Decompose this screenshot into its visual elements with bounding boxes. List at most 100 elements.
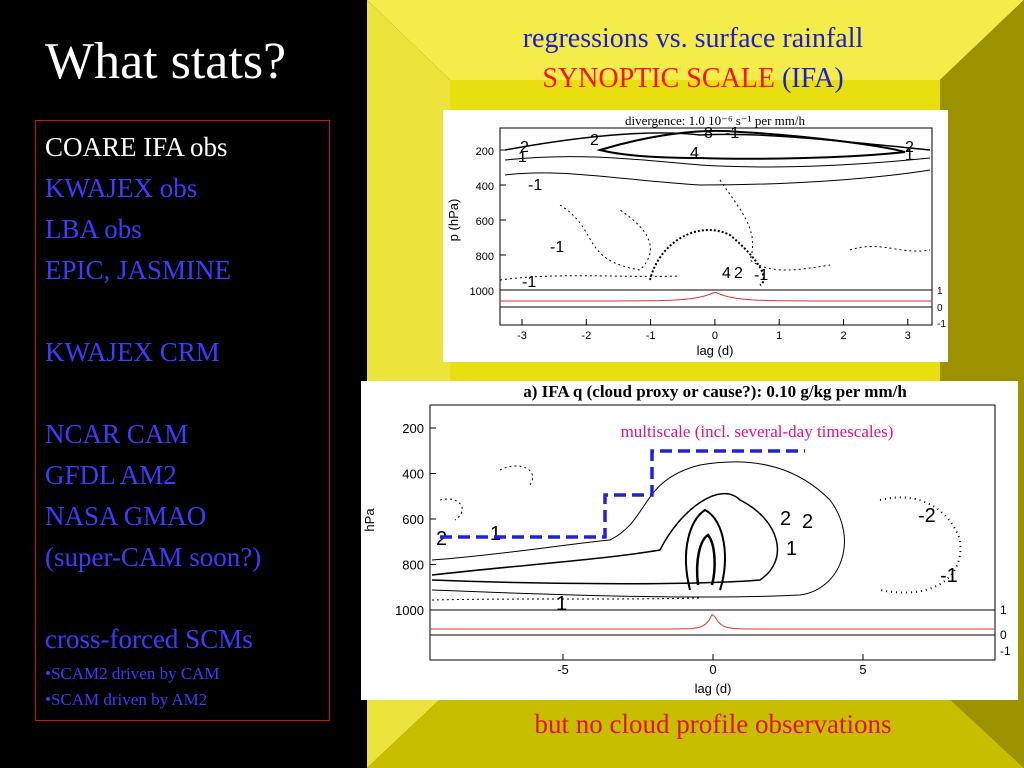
contour-label: 2 — [780, 508, 791, 530]
heading-red: SYNOPTIC SCALE — [542, 63, 775, 94]
contour — [499, 275, 681, 281]
figure-1 — [443, 110, 948, 362]
plot-frame — [499, 127, 933, 326]
figure-1-plot: divergence: 1.0 10⁻⁶ s⁻¹ per mm/h lag (d)… — [446, 113, 946, 358]
contour — [596, 129, 906, 160]
right-tick-label: 1 — [1000, 603, 1007, 617]
list-item: NASA GMAO — [45, 501, 206, 531]
heading-blue: (IFA) — [782, 63, 844, 94]
slide-title: What stats? — [45, 33, 286, 90]
list-item: GFDL AM2 — [45, 460, 177, 490]
x-tick-label: -2 — [581, 330, 591, 342]
y-axis-label: p (hPa) — [446, 199, 461, 242]
x-axis-label: lag (d) — [697, 343, 734, 358]
contour-label: -1 — [522, 274, 536, 291]
rainfall-curve — [500, 291, 932, 302]
x-tick-label: 2 — [840, 330, 846, 342]
list-box — [35, 120, 330, 721]
contour — [431, 461, 845, 598]
y-tick-label: 400 — [402, 467, 424, 482]
contour-label: 2 — [734, 265, 743, 282]
contour — [684, 508, 726, 591]
contour-label: 2 — [905, 139, 914, 156]
y-tick-label: 800 — [402, 558, 424, 573]
contour-label: 8 — [704, 125, 713, 142]
contour-label: 1 — [786, 538, 797, 560]
contour — [695, 533, 716, 586]
y-tick-label: 600 — [476, 216, 494, 228]
contour — [504, 156, 931, 168]
bevel-top — [367, 0, 1024, 80]
contour-label: 2 — [436, 528, 447, 550]
y-tick-label: 800 — [476, 251, 494, 263]
y-tick-label: 1000 — [395, 603, 424, 618]
contour-label: 4 — [690, 145, 699, 162]
y-axis-label: hPa — [362, 508, 377, 532]
list-item: (super-CAM soon?) — [45, 542, 261, 572]
highlight-outline — [440, 449, 805, 539]
y-tick-label: 600 — [402, 512, 424, 527]
list-item: •SCAM driven by AM2 — [45, 690, 207, 709]
x-tick-label: 1 — [776, 330, 782, 342]
rainfall-curve — [430, 613, 994, 630]
contour-label: -1 — [940, 565, 958, 587]
list-item: KWAJEX CRM — [45, 337, 220, 367]
contour — [649, 229, 765, 286]
list-item: NCAR CAM — [45, 419, 188, 449]
heading: regressions vs. surface rainfall — [523, 23, 864, 54]
x-tick-label: -1 — [646, 330, 656, 342]
x-tick-label: -5 — [557, 662, 569, 677]
x-tick-label: 5 — [859, 662, 866, 677]
contour — [559, 204, 651, 271]
list-item: •SCAM2 driven by CAM — [45, 664, 220, 683]
list-item: EPIC, JASMINE — [45, 255, 231, 285]
contour — [504, 169, 931, 186]
y-tick-label: 200 — [476, 146, 494, 158]
contour-label: -1 — [550, 239, 564, 256]
x-axis-label: lag (d) — [695, 681, 732, 696]
contour — [849, 246, 931, 252]
contour-label: 1 — [518, 149, 527, 166]
x-tick-label: 0 — [709, 662, 716, 677]
right-tick-label: 1 — [937, 286, 943, 297]
contour — [719, 179, 831, 271]
contour-label: 2 — [520, 139, 529, 156]
contour-label: 4 — [722, 265, 731, 282]
y-tick-label: 400 — [476, 181, 494, 193]
contour-label: 2 — [590, 132, 599, 149]
list: COARE IFA obs KWAJEX obs LBA obs EPIC, J… — [45, 132, 261, 709]
list-item: LBA obs — [45, 214, 142, 244]
figure-title: divergence: 1.0 10⁻⁶ s⁻¹ per mm/h — [625, 113, 806, 128]
figure-title: a) IFA q (cloud proxy or cause?): 0.10 g… — [523, 382, 907, 401]
contour-label: -2 — [918, 505, 936, 527]
contour-label: -1 — [528, 177, 542, 194]
contour-label: -1 — [725, 125, 739, 142]
contour — [439, 498, 463, 521]
figure-2-plot: a) IFA q (cloud proxy or cause?): 0.10 g… — [362, 382, 1011, 696]
annotation: multiscale (incl. several-day timescales… — [621, 422, 894, 441]
contour — [499, 465, 533, 486]
contour-label: -1 — [754, 267, 768, 284]
right-tick-label: 0 — [1000, 628, 1007, 642]
contour-label: 1 — [905, 147, 914, 164]
right-tick-label: 0 — [937, 303, 943, 314]
contour-label: 2 — [802, 511, 813, 533]
bevel-bottom — [367, 690, 1024, 768]
contour — [431, 493, 779, 585]
list-item: KWAJEX obs — [45, 173, 197, 203]
footer: but no cloud profile observations — [535, 709, 892, 739]
x-tick-label: 3 — [905, 330, 911, 342]
right-tick-label: -1 — [1000, 644, 1011, 658]
y-tick-label: 1000 — [470, 286, 494, 298]
x-tick-label: 0 — [712, 330, 718, 342]
contour-label: 1 — [490, 523, 501, 545]
contour-label: 1 — [556, 593, 567, 615]
figure-2 — [361, 381, 1018, 700]
contour — [431, 597, 701, 601]
list-item: COARE IFA obs — [45, 132, 228, 162]
heading-2: SYNOPTIC SCALE (IFA) — [542, 63, 843, 94]
x-tick-label: -3 — [517, 330, 527, 342]
y-tick-label: 200 — [402, 421, 424, 436]
